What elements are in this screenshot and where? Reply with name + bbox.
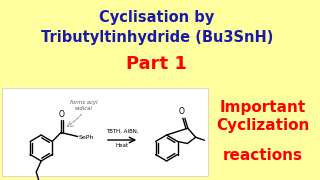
Text: Cyclization: Cyclization bbox=[216, 118, 309, 133]
Text: Part 1: Part 1 bbox=[126, 55, 187, 73]
Text: forms acyl
radical: forms acyl radical bbox=[69, 100, 97, 111]
Text: SePh: SePh bbox=[79, 135, 94, 140]
Bar bbox=[2, 88, 208, 176]
Text: TBTH, AIBN,: TBTH, AIBN, bbox=[106, 129, 138, 134]
Text: Heat: Heat bbox=[116, 143, 129, 148]
Text: Important: Important bbox=[220, 100, 306, 115]
Text: O: O bbox=[59, 109, 65, 118]
Text: reactions: reactions bbox=[223, 148, 303, 163]
Text: Cyclisation by: Cyclisation by bbox=[99, 10, 214, 25]
Text: O: O bbox=[179, 107, 185, 116]
Text: Tributyltinhydride (Bu3SnH): Tributyltinhydride (Bu3SnH) bbox=[41, 30, 273, 45]
